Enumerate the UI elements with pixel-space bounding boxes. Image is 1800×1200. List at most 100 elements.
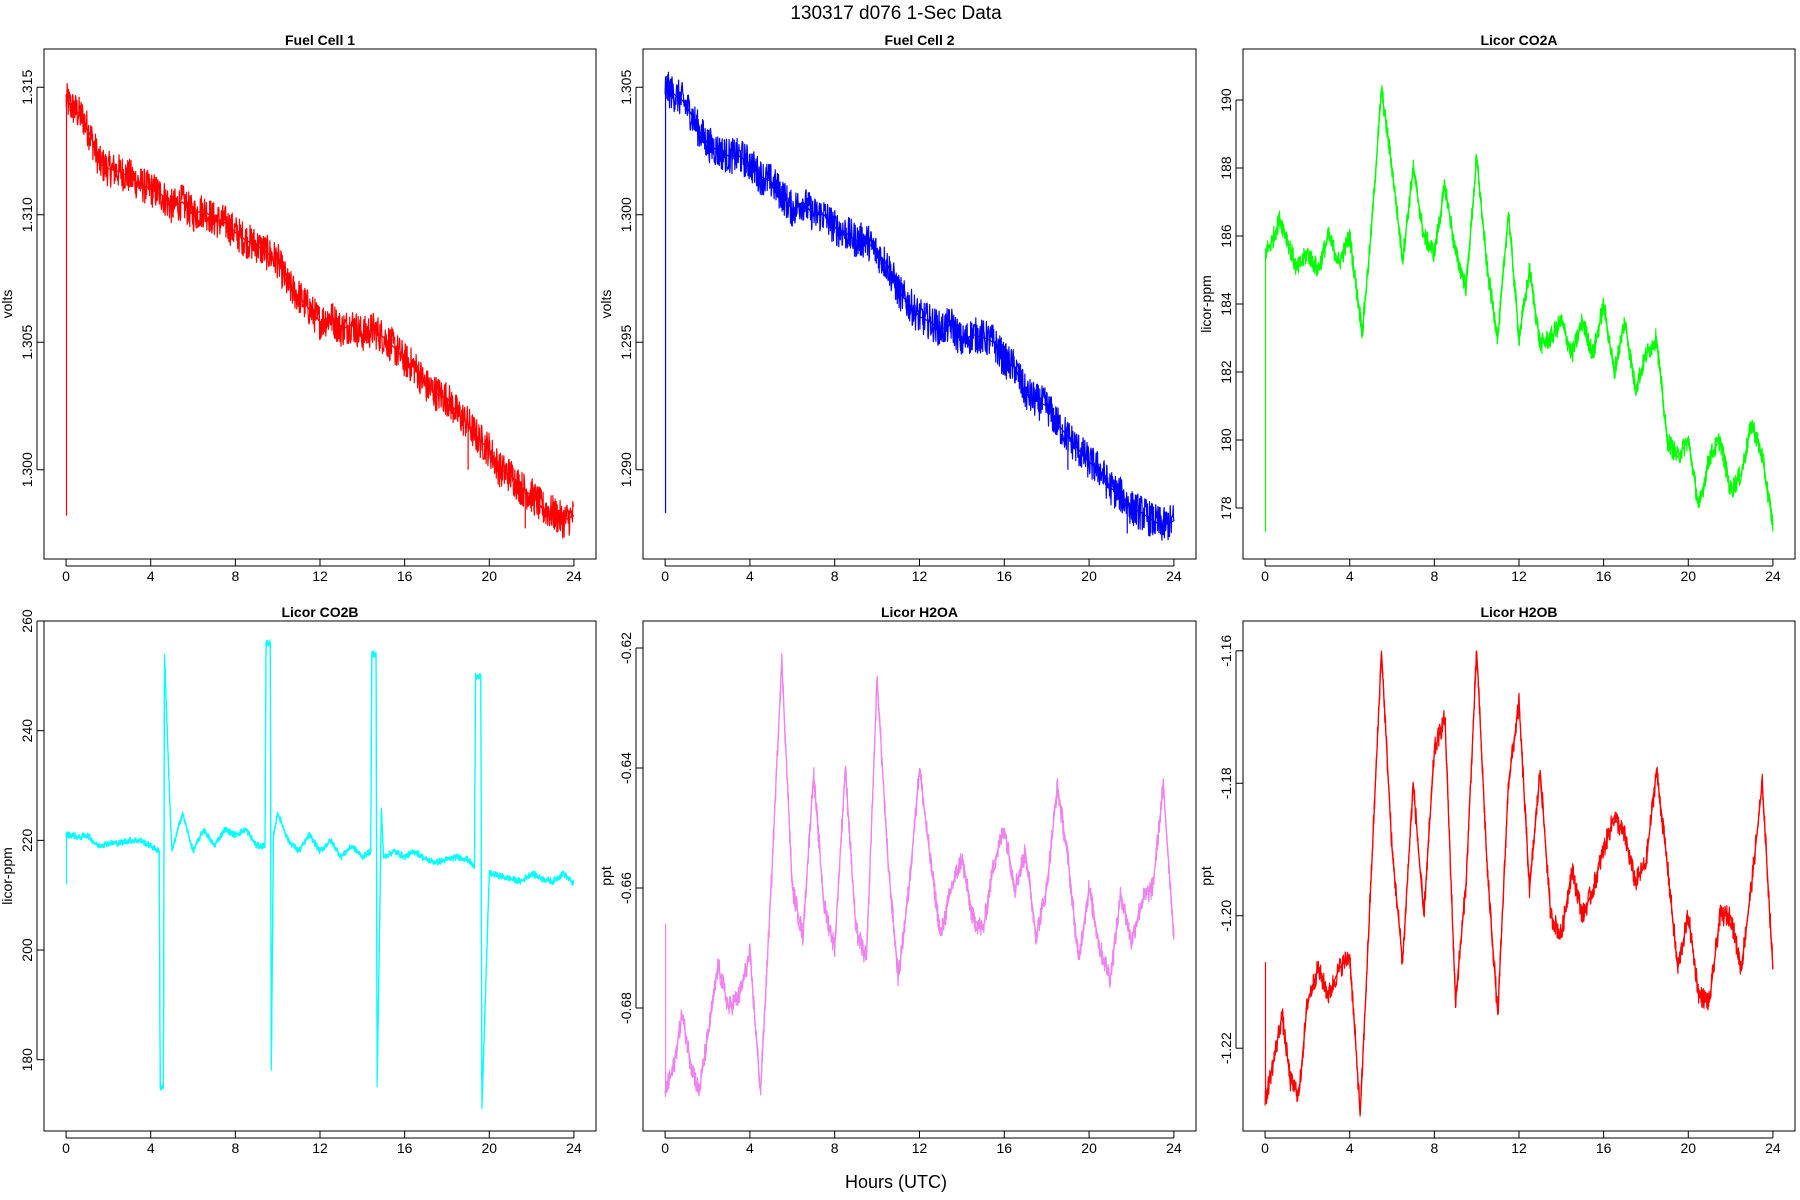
x-tick-label: 8 bbox=[231, 568, 239, 584]
y-tick-label: 1.315 bbox=[19, 70, 35, 105]
panel-5: Licor H2OA ppt 0 4 8 12 16 20 24 -0.68 -0.66 -0.64 -… bbox=[598, 604, 1197, 1156]
x-tick-label: 8 bbox=[831, 568, 839, 584]
panel-4: Licor CO2B licor-ppm 0 4 8 12 16 20 24 180 200 220 2… bbox=[0, 604, 597, 1156]
panel-title: Licor H2OB bbox=[1480, 604, 1557, 620]
x-tick-label: 8 bbox=[231, 1140, 239, 1156]
x-tick-label: 0 bbox=[1261, 1140, 1269, 1156]
y-tick-label: 188 bbox=[1218, 156, 1234, 180]
x-tick-label: 24 bbox=[1166, 568, 1182, 584]
panel-title: Licor CO2A bbox=[1480, 32, 1557, 48]
x-tick-label: 8 bbox=[1430, 1140, 1438, 1156]
y-tick-label: 220 bbox=[19, 828, 35, 852]
y-tick-label: 240 bbox=[19, 719, 35, 743]
y-tick-label: 190 bbox=[1218, 88, 1234, 112]
x-tick-label: 12 bbox=[912, 568, 928, 584]
x-tick-label: 4 bbox=[147, 1140, 155, 1156]
x-tick-label: 20 bbox=[1081, 568, 1097, 584]
y-axis-label: licor-ppm bbox=[0, 847, 15, 905]
x-tick-label: 24 bbox=[566, 1140, 582, 1156]
panel-3: Licor CO2A licor-ppm 0 4 8 12 16 20 24 178 180 182 1… bbox=[1198, 32, 1796, 584]
data-series bbox=[664, 71, 1175, 541]
data-series bbox=[1264, 650, 1774, 1117]
data-series-trend bbox=[1264, 89, 1774, 526]
page-title: 130317 d076 1-Sec Data bbox=[790, 3, 1002, 24]
y-tick-label: 180 bbox=[1218, 428, 1234, 452]
panel-6: Licor H2OB ppt 0 4 8 12 16 20 24 -1.22 -1.20 -1.18 -… bbox=[1198, 604, 1796, 1156]
y-tick-label: 1.310 bbox=[19, 197, 35, 232]
y-tick-label: 200 bbox=[19, 938, 35, 962]
x-tick-label: 4 bbox=[1346, 1140, 1354, 1156]
y-axis-label: volts bbox=[598, 290, 614, 319]
y-tick-label: 186 bbox=[1218, 224, 1234, 248]
data-series-trend bbox=[65, 99, 575, 522]
panel-title: Licor H2OA bbox=[881, 604, 958, 620]
x-tick-label: 4 bbox=[746, 568, 754, 584]
y-axis-label: volts bbox=[0, 290, 15, 319]
data-series bbox=[664, 653, 1175, 1098]
x-tick-label: 4 bbox=[147, 568, 155, 584]
x-tick-label: 20 bbox=[1680, 568, 1696, 584]
x-tick-label: 20 bbox=[481, 568, 497, 584]
y-axis-label: ppt bbox=[1198, 866, 1214, 886]
x-tick-label: 16 bbox=[1596, 1140, 1612, 1156]
y-tick-label: 260 bbox=[19, 609, 35, 633]
panel-1: Fuel Cell 1 volts 0 4 8 12 16 20 24 1.300 1.305 1.3… bbox=[0, 32, 597, 584]
data-series-trend bbox=[66, 642, 575, 1110]
y-tick-label: -0.62 bbox=[618, 632, 634, 664]
x-tick-label: 12 bbox=[1511, 568, 1527, 584]
y-tick-label: 1.305 bbox=[618, 70, 634, 105]
y-tick-label: 1.290 bbox=[618, 452, 634, 487]
data-series bbox=[1264, 85, 1774, 532]
x-tick-label: 20 bbox=[1680, 1140, 1696, 1156]
y-tick-label: -1.16 bbox=[1218, 635, 1234, 667]
x-tick-label: 24 bbox=[1166, 1140, 1182, 1156]
x-tick-label: 0 bbox=[62, 568, 70, 584]
x-tick-label: 16 bbox=[997, 1140, 1013, 1156]
y-tick-label: 1.300 bbox=[19, 452, 35, 487]
x-tick-label: 4 bbox=[1346, 568, 1354, 584]
y-tick-label: -0.66 bbox=[618, 872, 634, 904]
x-tick-label: 24 bbox=[566, 568, 582, 584]
x-tick-label: 20 bbox=[481, 1140, 497, 1156]
y-tick-label: 184 bbox=[1218, 292, 1234, 316]
panel-title: Fuel Cell 1 bbox=[285, 32, 355, 48]
y-tick-label: 182 bbox=[1218, 360, 1234, 384]
x-tick-label: 12 bbox=[1511, 1140, 1527, 1156]
x-tick-label: 12 bbox=[312, 568, 328, 584]
y-axis-label: ppt bbox=[598, 866, 614, 886]
x-tick-label: 16 bbox=[397, 568, 413, 584]
y-tick-label: -1.20 bbox=[1218, 900, 1234, 932]
x-tick-label: 20 bbox=[1081, 1140, 1097, 1156]
data-series-trend bbox=[1264, 650, 1774, 1115]
y-tick-label: 1.305 bbox=[19, 325, 35, 360]
x-tick-label: 0 bbox=[1261, 568, 1269, 584]
y-tick-label: 1.295 bbox=[618, 325, 634, 360]
data-series bbox=[65, 82, 575, 539]
y-tick-label: 1.300 bbox=[618, 197, 634, 232]
x-tick-label: 0 bbox=[661, 568, 669, 584]
x-tick-label: 16 bbox=[397, 1140, 413, 1156]
data-series-trend bbox=[664, 659, 1175, 1093]
panels: Fuel Cell 1 volts 0 4 8 12 16 20 24 1.300 1.305 1.3… bbox=[0, 32, 1796, 1156]
x-tick-label: 4 bbox=[746, 1140, 754, 1156]
y-axis-label: licor-ppm bbox=[1198, 275, 1214, 333]
panel-title: Fuel Cell 2 bbox=[884, 32, 954, 48]
x-tick-label: 16 bbox=[1596, 568, 1612, 584]
x-axis-label: Hours (UTC) bbox=[845, 1172, 947, 1192]
y-tick-label: 180 bbox=[19, 1048, 35, 1072]
y-tick-label: -0.68 bbox=[618, 992, 634, 1024]
y-tick-label: -1.22 bbox=[1218, 1032, 1234, 1064]
y-tick-label: 178 bbox=[1218, 496, 1234, 520]
x-tick-label: 0 bbox=[62, 1140, 70, 1156]
x-tick-label: 12 bbox=[312, 1140, 328, 1156]
plot-frame bbox=[1242, 48, 1796, 560]
x-tick-label: 12 bbox=[912, 1140, 928, 1156]
data-series-trend bbox=[664, 86, 1175, 527]
x-tick-label: 24 bbox=[1765, 1140, 1781, 1156]
plot-frame bbox=[642, 620, 1197, 1132]
panel-2: Fuel Cell 2 volts 0 4 8 12 16 20 24 1.290 1.295 1.3… bbox=[598, 32, 1197, 584]
x-tick-label: 8 bbox=[1430, 568, 1438, 584]
x-tick-label: 0 bbox=[661, 1140, 669, 1156]
x-tick-label: 24 bbox=[1765, 568, 1781, 584]
